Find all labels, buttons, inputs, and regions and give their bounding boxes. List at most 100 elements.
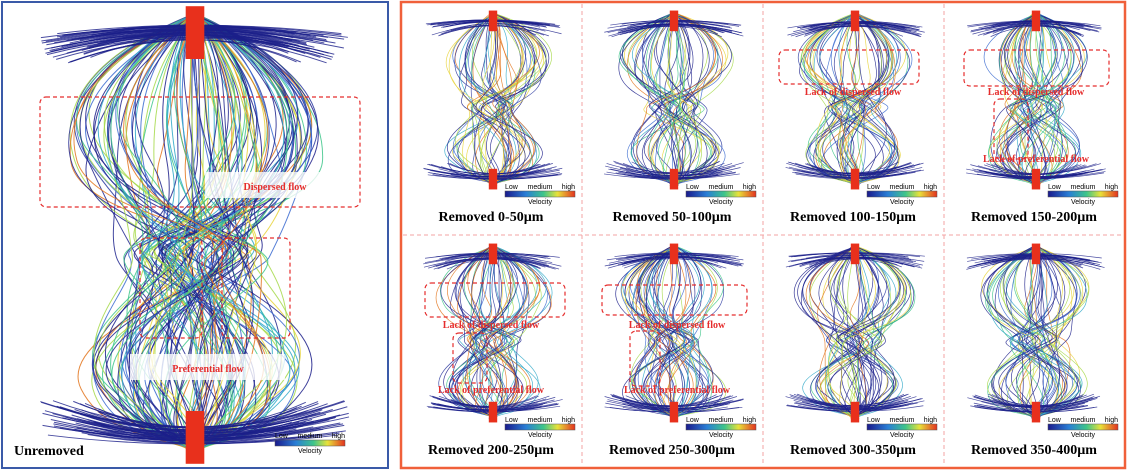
streamline: [672, 246, 700, 420]
caption: Removed 50-100µm: [613, 210, 732, 225]
streamline: [123, 14, 227, 456]
streamline: [108, 14, 234, 456]
streamline: [166, 14, 243, 456]
highlight-box: [139, 237, 203, 339]
legend-title: Velocity: [298, 448, 323, 455]
streamline: [805, 24, 922, 35]
outlet: [669, 168, 679, 190]
streamline: [654, 246, 724, 420]
streamline: [802, 246, 867, 420]
streamline: [853, 246, 903, 420]
streamline: [1009, 13, 1061, 187]
legend-colorbar: [685, 423, 757, 431]
streamline: [489, 13, 547, 187]
streamline: [797, 13, 893, 187]
streamline: [489, 13, 512, 187]
streamline: [130, 14, 220, 456]
streamline: [612, 394, 717, 407]
streamline: [491, 246, 547, 420]
streamline: [622, 246, 685, 420]
streamline: [159, 14, 312, 456]
streamlines: [604, 243, 744, 423]
legend-low: Low: [1048, 184, 1062, 191]
inlet: [1031, 243, 1041, 265]
streamline: [811, 22, 920, 31]
streamline: [1018, 246, 1078, 420]
streamline: [110, 14, 290, 456]
legend-title: Velocity: [1071, 432, 1096, 439]
streamline: [193, 14, 301, 456]
streamline: [451, 246, 505, 420]
streamline: [431, 25, 537, 36]
streamline: [993, 163, 1097, 175]
streamline: [79, 14, 272, 456]
streamline: [184, 14, 294, 456]
streamline: [811, 398, 922, 409]
streamline: [654, 246, 698, 420]
inlet: [669, 10, 679, 32]
legend-high: high: [332, 433, 345, 440]
streamline: [986, 246, 1090, 420]
legend-title: Velocity: [528, 199, 553, 206]
legend-medium: medium: [528, 184, 553, 191]
streamline: [650, 13, 729, 187]
inlet: [1031, 10, 1041, 32]
streamline: [839, 246, 912, 420]
streamline: [797, 246, 879, 420]
caption: Removed 250-300µm: [609, 443, 735, 458]
streamline: [103, 14, 288, 456]
streamline: [175, 14, 298, 456]
streamline: [51, 33, 299, 52]
legend-medium: medium: [1071, 417, 1096, 424]
legend-high: high: [1105, 184, 1118, 191]
legend-low: Low: [867, 417, 881, 424]
legend-medium: medium: [298, 433, 323, 440]
annotation: Lack of preferential flow: [983, 154, 1090, 165]
outlet: [669, 401, 679, 423]
legend-high: high: [924, 417, 937, 424]
streamline: [636, 13, 716, 187]
legend-low: Low: [686, 184, 700, 191]
inlet: [850, 10, 860, 32]
outlet: [488, 168, 498, 190]
legend-title: Velocity: [528, 432, 553, 439]
streamlines: [603, 10, 744, 190]
streamline: [447, 13, 542, 187]
streamline: [138, 14, 288, 456]
streamline: [836, 246, 873, 420]
annotation: Lack of preferential flow: [438, 385, 545, 396]
legend-high: high: [1105, 417, 1118, 424]
streamline: [107, 14, 220, 456]
streamline: [128, 14, 198, 456]
streamline: [626, 167, 741, 177]
streamline: [173, 14, 291, 456]
streamline: [998, 246, 1057, 420]
streamline: [105, 14, 242, 456]
streamline: [459, 246, 520, 420]
label-bg: [205, 172, 345, 198]
label-bg: [130, 354, 285, 380]
streamlines: [785, 10, 925, 190]
caption: Removed 350-400µm: [971, 443, 1097, 458]
streamline: [815, 13, 881, 187]
annotation: Lack of dispersed flow: [805, 87, 902, 98]
streamline: [76, 14, 199, 456]
streamline: [1017, 13, 1048, 187]
streamline: [481, 13, 547, 187]
legend-title: Velocity: [709, 199, 734, 206]
streamline: [131, 14, 248, 456]
streamline: [850, 246, 893, 420]
caption: Unremoved: [14, 444, 84, 459]
streamline: [190, 14, 291, 456]
streamline: [988, 169, 1103, 178]
highlight-box: [424, 282, 566, 318]
streamline: [836, 246, 885, 420]
inlet: [669, 243, 679, 265]
outlet: [1031, 401, 1041, 423]
legend-colorbar: [274, 439, 346, 447]
streamline: [115, 14, 227, 456]
streamline: [996, 13, 1088, 187]
streamline: [455, 13, 497, 187]
streamline: [826, 246, 899, 420]
